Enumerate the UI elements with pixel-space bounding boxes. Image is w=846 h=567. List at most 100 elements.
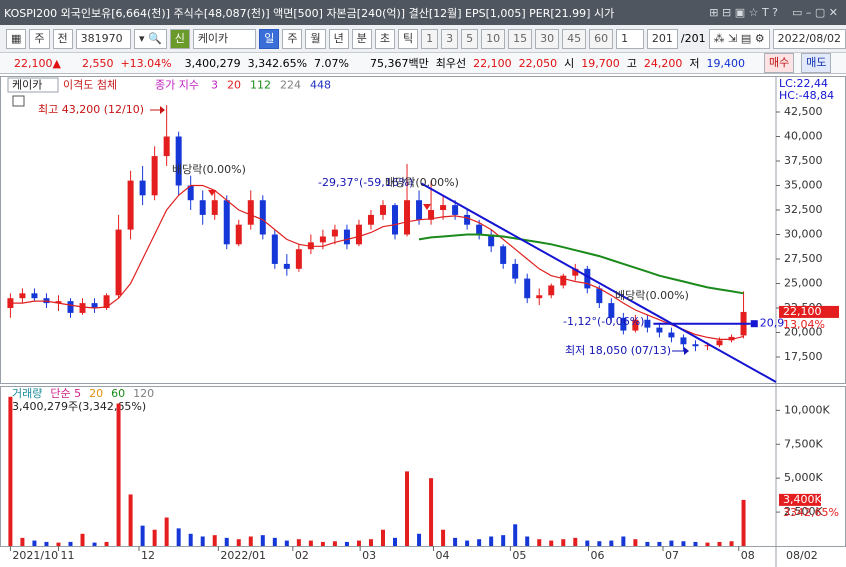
- ma-line: [10, 184, 744, 340]
- candle-body: [560, 275, 567, 286]
- volume-bar: [645, 541, 650, 546]
- period-button[interactable]: 틱: [397, 28, 419, 49]
- y-tick-label: 30,000: [784, 228, 823, 241]
- x-tick-label: 2022/01: [220, 549, 266, 562]
- volume-bar: [417, 533, 422, 546]
- candle-body: [343, 229, 350, 245]
- volume-bar: [344, 541, 349, 546]
- candle-body: [596, 288, 603, 304]
- candle-body: [692, 344, 699, 347]
- x-tick-label: 08: [741, 549, 755, 562]
- candle-body: [716, 340, 723, 346]
- volume-bar: [405, 471, 410, 546]
- volume-bar: [537, 539, 542, 546]
- candle-body: [367, 214, 374, 225]
- volume-rate: 3,342.65%: [247, 56, 308, 70]
- selector[interactable]: 주: [29, 28, 50, 49]
- candle-body: [392, 205, 399, 235]
- window-icons[interactable]: ⊞ ⊟ ▣ ☆ T ?: [709, 6, 778, 19]
- volume-bar: [465, 540, 470, 546]
- candle-body: [668, 332, 675, 338]
- low: 19,400: [706, 56, 745, 70]
- period-button[interactable]: 주: [282, 28, 303, 49]
- tool-icons[interactable]: ⁂ ⇲ ▤ ⚙: [708, 28, 770, 49]
- period-button[interactable]: 일: [259, 28, 280, 49]
- volume-bar: [609, 540, 614, 546]
- candle-body: [452, 205, 459, 215]
- minute-button[interactable]: 10: [481, 28, 506, 49]
- volume-bar: [32, 540, 37, 546]
- minute-button[interactable]: 1: [421, 28, 439, 49]
- x-tick-label: 12: [141, 549, 155, 562]
- minute-button[interactable]: 3: [441, 28, 459, 49]
- candle-body: [331, 229, 338, 237]
- range-input[interactable]: 201: [646, 28, 678, 49]
- date-input[interactable]: 2022/08/02: [772, 28, 846, 49]
- volume-bar: [741, 499, 746, 546]
- search-button[interactable]: ▾ 🔍: [133, 28, 167, 49]
- volume-bar: [260, 535, 265, 546]
- volume-bar: [128, 494, 133, 546]
- minute-button[interactable]: 30: [535, 28, 560, 49]
- level-label: 20,9: [760, 317, 785, 330]
- volume-bar: [681, 541, 686, 546]
- candle-body: [572, 268, 579, 276]
- candle-body: [235, 224, 242, 245]
- candle-body: [79, 303, 86, 313]
- candle-body: [115, 229, 122, 296]
- volume-bar: [56, 542, 61, 546]
- x-end-label: 08/02: [786, 549, 818, 562]
- minute-button[interactable]: 5: [461, 28, 479, 49]
- y-tick-label: 20,000: [784, 326, 823, 339]
- volume-bar: [368, 539, 373, 546]
- code-input[interactable]: 381970: [75, 28, 131, 49]
- buy-button[interactable]: 매수: [763, 53, 795, 73]
- candle-body: [416, 200, 423, 220]
- volume-bar: [140, 525, 145, 546]
- y-tick-label: 10,000K: [784, 403, 830, 416]
- sell-button[interactable]: 매도: [801, 53, 832, 73]
- period-button[interactable]: 년: [328, 28, 349, 49]
- legend-entry: 20: [89, 387, 103, 400]
- minute-button[interactable]: 15: [508, 28, 533, 49]
- low-label: 저: [689, 57, 700, 70]
- period-button[interactable]: 초: [374, 28, 395, 49]
- volume-bar: [248, 536, 253, 546]
- change: 2,550: [81, 56, 114, 70]
- bid: 22,050: [518, 56, 558, 70]
- legend-entry: 112: [250, 79, 271, 92]
- period-button[interactable]: 월: [305, 28, 326, 49]
- period-button[interactable]: 분: [351, 28, 372, 49]
- volume-bar: [501, 535, 506, 546]
- minute-button[interactable]: 45: [562, 28, 587, 49]
- volume-bar: [44, 541, 49, 546]
- current-box: [779, 493, 821, 506]
- high: 24,200: [643, 56, 683, 70]
- window-controls[interactable]: ▭ – ▢ ✕: [792, 6, 838, 19]
- volume-bar: [561, 539, 566, 546]
- arrow-head: [684, 347, 689, 355]
- legend-entry: 448: [310, 79, 331, 92]
- candle-body: [440, 205, 447, 211]
- stock-name[interactable]: 케이카: [192, 28, 257, 49]
- annotation: 배당락(0.00%): [172, 163, 246, 176]
- candle-body: [223, 200, 230, 245]
- selector[interactable]: 전: [52, 28, 73, 49]
- count-input[interactable]: 1: [616, 28, 644, 49]
- minute-button[interactable]: 60: [589, 28, 614, 49]
- candle-body: [151, 156, 158, 196]
- candle-body: [271, 234, 278, 264]
- best-label: 최우선: [435, 57, 467, 70]
- volume-bar: [272, 537, 277, 546]
- type-tag[interactable]: 신: [169, 28, 190, 49]
- annotation: 배당락(0.00%): [615, 289, 689, 302]
- menu-button[interactable]: ▦: [6, 28, 27, 49]
- candle-body: [355, 224, 362, 245]
- x-tick-label: 07: [665, 549, 679, 562]
- volume-bar: [320, 541, 325, 546]
- volume-bar: [729, 541, 734, 546]
- volume-bar: [224, 537, 229, 546]
- candle-body: [656, 327, 663, 333]
- volume-bar: [92, 542, 97, 546]
- rate: +13.04%: [120, 56, 172, 70]
